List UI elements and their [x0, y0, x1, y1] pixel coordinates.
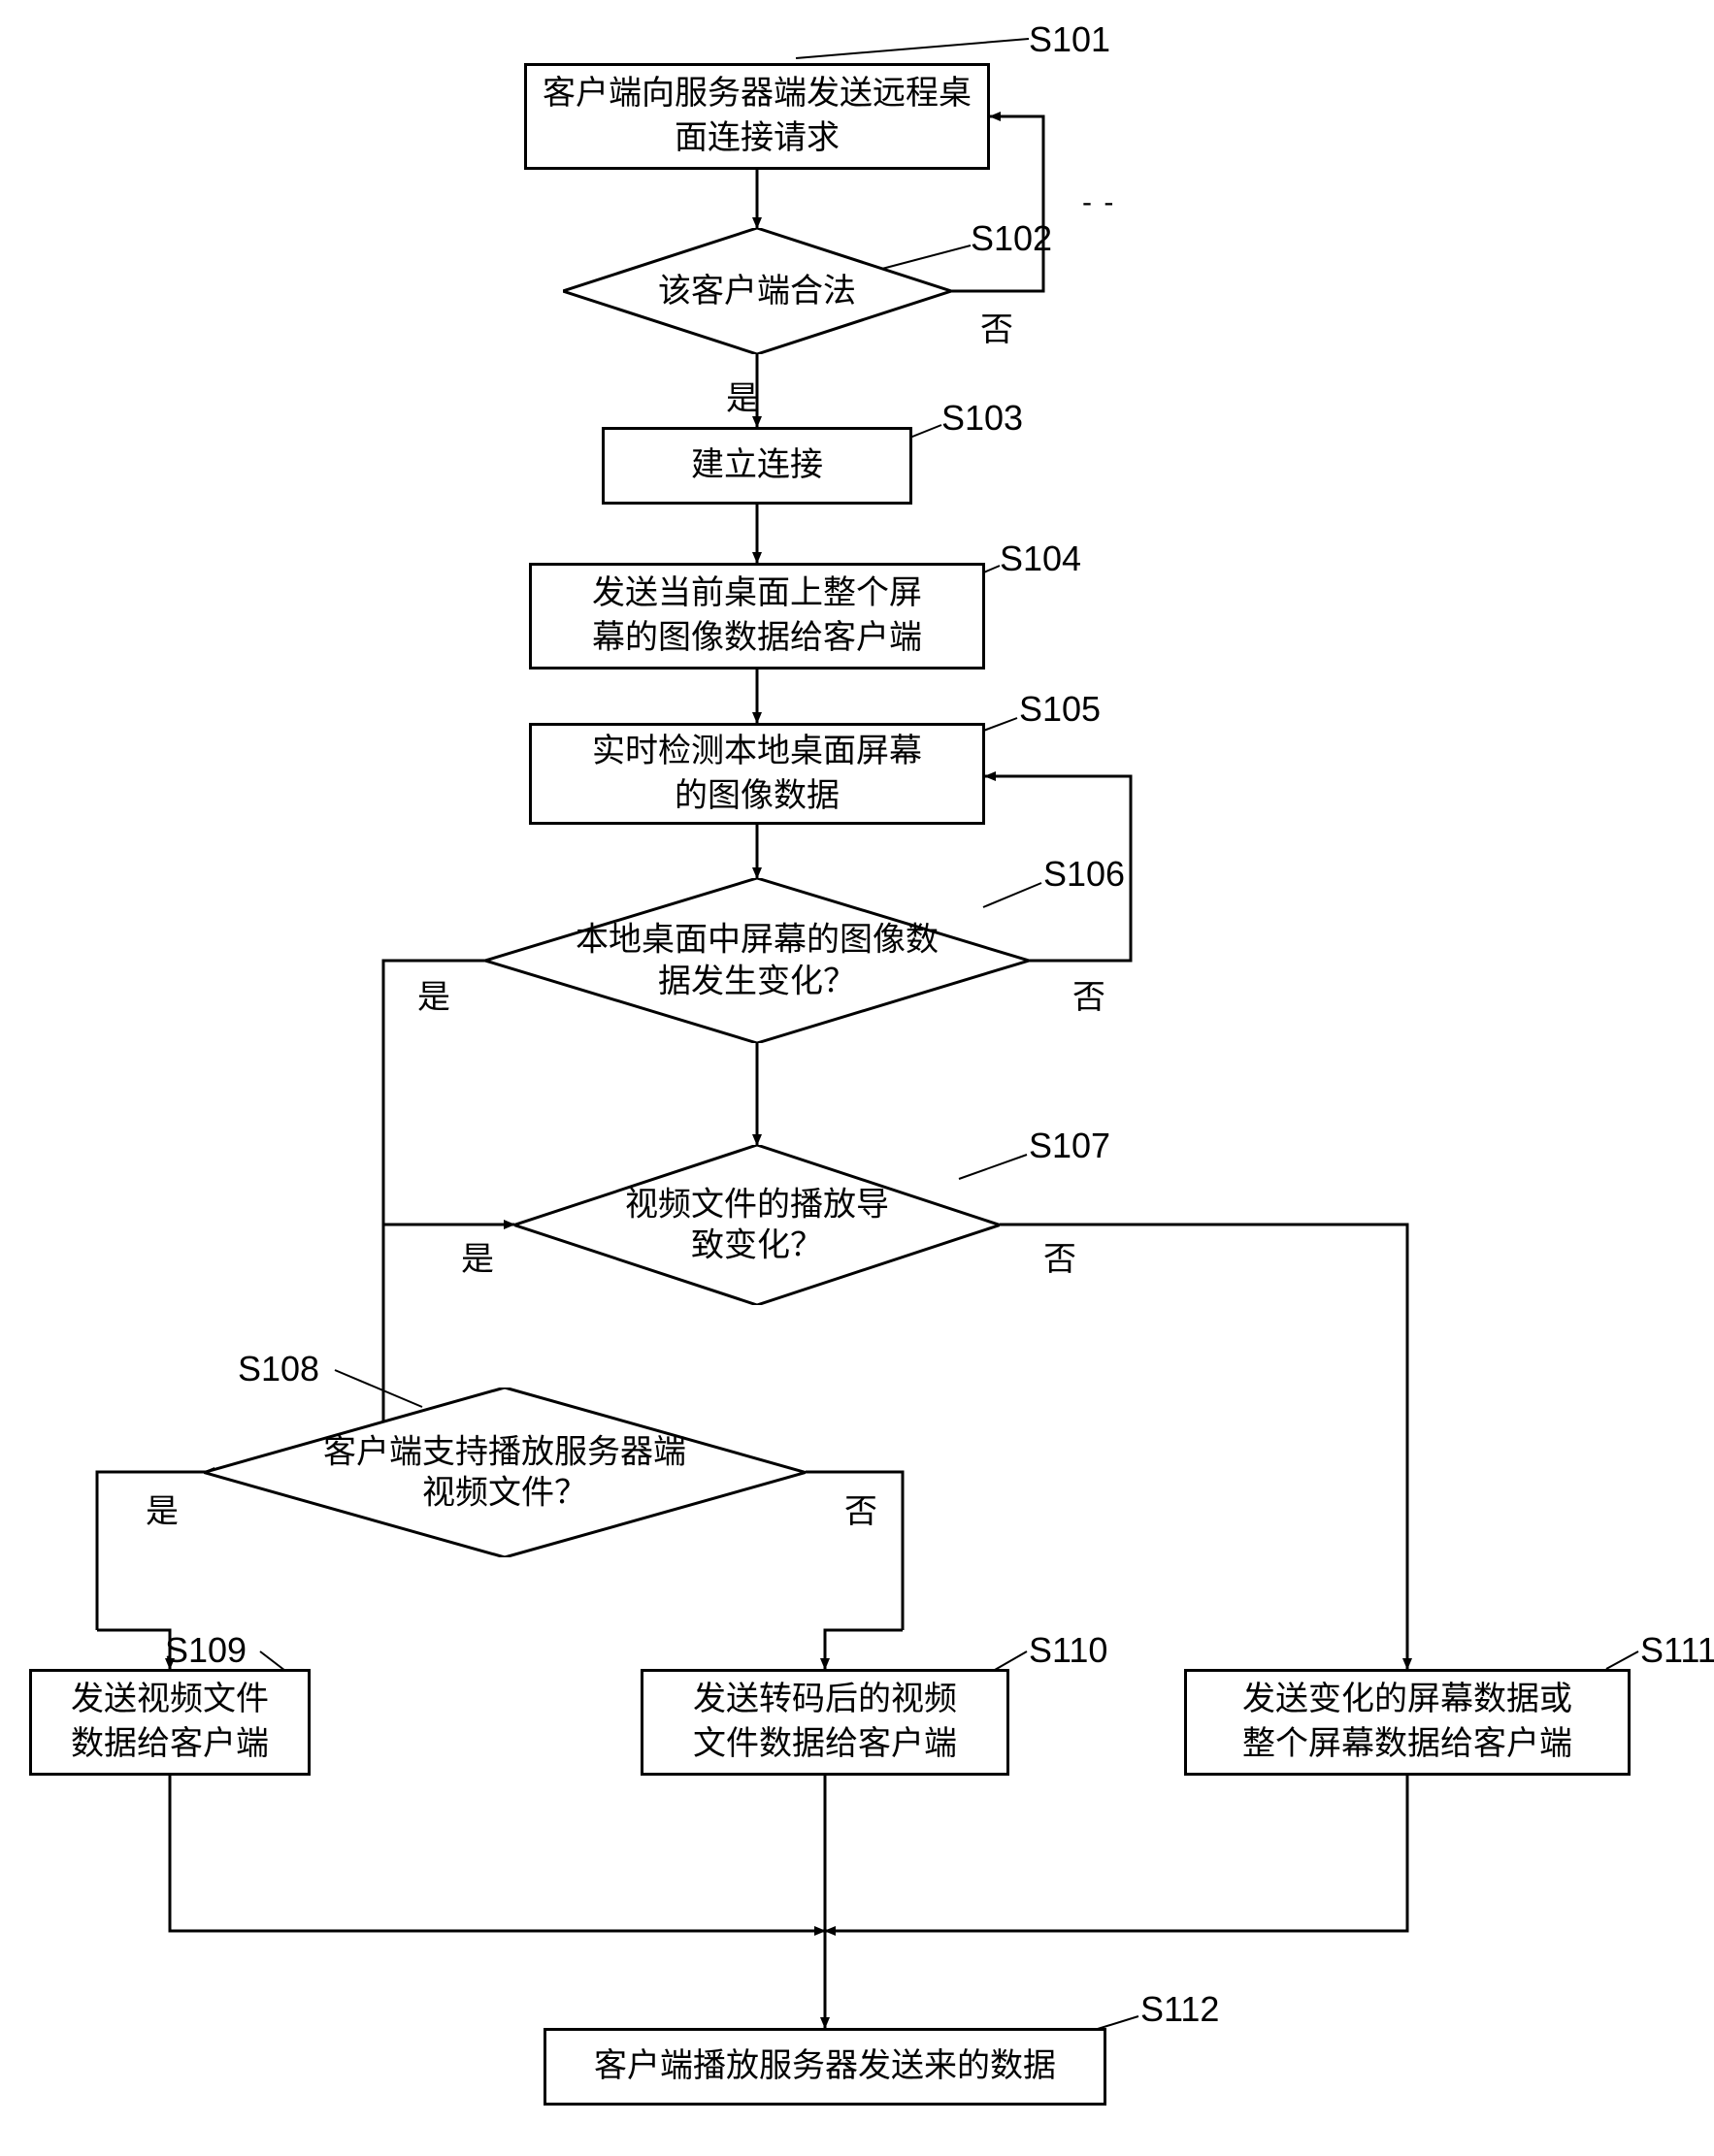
leader-26	[1606, 1651, 1638, 1669]
leader-16	[796, 39, 1029, 58]
edge-13	[170, 1776, 825, 1931]
node-s106-text: 本地桌面中屏幕的图像数 据发生变化？	[540, 920, 974, 1002]
node-s112: 客户端播放服务器发送来的数据	[544, 2028, 1106, 2106]
node-s110-text: 发送转码后的视频 文件数据给客户端	[693, 1678, 957, 1767]
label-s108: S108	[238, 1349, 319, 1389]
node-s107: 视频文件的播放导 致变化？	[514, 1145, 1000, 1305]
label-s109: S109	[165, 1630, 247, 1671]
node-s108: 客户端支持播放服务器端 视频文件？	[204, 1388, 806, 1557]
node-s105: 实时检测本地桌面屏幕 的图像数据	[529, 723, 985, 825]
node-s105-text: 实时检测本地桌面屏幕 的图像数据	[592, 730, 922, 819]
node-s103: 建立连接	[602, 427, 912, 505]
label-s103: S103	[941, 398, 1023, 439]
node-s109-text: 发送视频文件 数据给客户端	[71, 1678, 269, 1767]
node-s111: 发送变化的屏幕数据或 整个屏幕数据给客户端	[1184, 1669, 1631, 1776]
node-s101-text: 客户端向服务器端发送远程桌 面连接请求	[543, 72, 972, 161]
node-s104: 发送当前桌面上整个屏 幕的图像数据给客户端	[529, 563, 985, 670]
label-s112: S112	[1140, 1989, 1219, 2030]
edge-15	[825, 1776, 1407, 1931]
dash-mark: - -	[1082, 186, 1115, 219]
label-s110: S110	[1029, 1630, 1107, 1671]
node-s101: 客户端向服务器端发送远程桌 面连接请求	[524, 63, 990, 170]
label-s104: S104	[1000, 539, 1081, 579]
node-s102-text: 该客户端合法	[602, 271, 912, 312]
label-s102: S102	[971, 218, 1052, 259]
edge-label-s102_yes: 是	[726, 372, 759, 419]
label-s101: S101	[1029, 19, 1110, 60]
edge-label-s107_no: 否	[1043, 1232, 1076, 1280]
node-s108-text: 客户端支持播放服务器端 视频文件？	[264, 1431, 745, 1514]
node-s111-text: 发送变化的屏幕数据或 整个屏幕数据给客户端	[1242, 1678, 1572, 1767]
node-s107-text: 视频文件的播放导 致变化？	[563, 1184, 951, 1266]
edge-label-s107_yes: 是	[461, 1232, 494, 1280]
node-s112-text: 客户端播放服务器发送来的数据	[594, 2044, 1056, 2089]
node-s106: 本地桌面中屏幕的图像数 据发生变化？	[485, 878, 1029, 1043]
flowchart-canvas: 客户端向服务器端发送远程桌 面连接请求 该客户端合法建立连接发送当前桌面上整个屏…	[0, 0, 1714, 2156]
node-s102: 该客户端合法	[563, 228, 951, 354]
edge-label-s108_yes: 是	[146, 1485, 179, 1532]
edge-label-s106_no: 否	[1072, 970, 1105, 1018]
node-s109: 发送视频文件 数据给客户端	[29, 1669, 311, 1776]
edge-10	[1000, 1225, 1407, 1669]
node-s104-text: 发送当前桌面上整个屏 幕的图像数据给客户端	[592, 572, 922, 661]
node-s103-text: 建立连接	[691, 443, 823, 488]
edge-label-s108_no: 否	[844, 1485, 877, 1532]
label-s106: S106	[1043, 854, 1125, 895]
edge-label-s106_yes: 是	[417, 970, 450, 1018]
label-s105: S105	[1019, 689, 1101, 730]
edge-label-s102_no: 否	[980, 303, 1013, 350]
node-s110: 发送转码后的视频 文件数据给客户端	[641, 1669, 1009, 1776]
label-s111: S111	[1640, 1630, 1714, 1671]
label-s107: S107	[1029, 1126, 1110, 1166]
